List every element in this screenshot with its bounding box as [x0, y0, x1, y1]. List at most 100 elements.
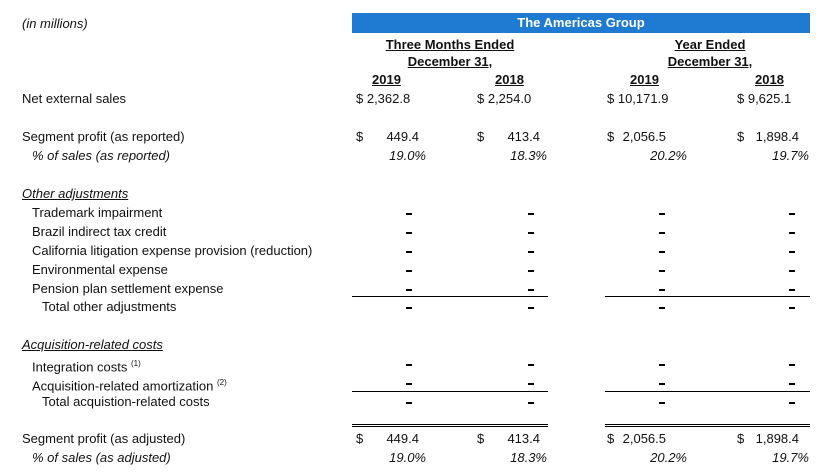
subtotal-rule	[605, 296, 810, 297]
nil-dash	[406, 232, 412, 234]
nil-dash	[789, 364, 795, 366]
year-line1: Year Ended	[674, 37, 746, 52]
nil-dash	[789, 270, 795, 272]
year-col-3: 2019	[630, 72, 659, 87]
pct-reported-value-1: 19.0%	[389, 148, 426, 163]
pct-reported-value-4: 19.7%	[772, 148, 809, 163]
nil-dash	[528, 232, 534, 234]
pct-adjusted-value-1: 19.0%	[389, 450, 426, 465]
footnote-marker: (2)	[217, 378, 227, 387]
segment-profit-adjusted-value-1: 449.4	[386, 431, 419, 446]
nil-dash	[659, 364, 665, 366]
total-other-adjustments-label: Total other adjustments	[42, 299, 177, 314]
subtotal-rule	[605, 391, 810, 392]
currency-symbol: $	[737, 129, 745, 144]
footnote-marker: (1)	[131, 359, 141, 368]
segment-profit-reported-value-3: 2,056.5	[622, 129, 666, 144]
year-line2: December 31,	[667, 54, 753, 69]
total-rule	[605, 426, 810, 427]
nil-dash	[659, 402, 665, 404]
pct-reported-value-3: 20.2%	[650, 148, 687, 163]
subtotal-rule	[352, 391, 548, 392]
acquisition-costs-title: Acquisition-related costs	[22, 337, 163, 352]
acquisition-item-label: Acquisition-related amortization	[32, 378, 214, 394]
segment-profit-reported-label: Segment profit (as reported)	[22, 129, 185, 144]
acquisition-item: Acquisition-related amortization (2)	[32, 375, 227, 394]
segment-profit-adjusted-value-2: 413.4	[507, 431, 540, 446]
year-col-1: 2019	[372, 72, 401, 87]
nil-dash	[659, 289, 665, 291]
nil-dash	[789, 213, 795, 215]
year-col-4: 2018	[755, 72, 784, 87]
nil-dash	[528, 289, 534, 291]
three-months-header: Three Months Ended December 31,	[352, 36, 548, 70]
nil-dash	[528, 383, 534, 385]
nil-dash	[789, 289, 795, 291]
three-months-line1: Three Months Ended	[385, 37, 515, 52]
nil-dash	[789, 251, 795, 253]
net-sales-value-1: $ 2,362.8	[356, 91, 411, 106]
nil-dash	[406, 383, 412, 385]
nil-dash	[659, 270, 665, 272]
nil-dash	[406, 270, 412, 272]
adjustment-item: Environmental expense	[32, 262, 168, 277]
group-banner: The Americas Group	[352, 13, 810, 33]
units-label: (in millions)	[22, 16, 88, 31]
pct-reported-value-2: 18.3%	[510, 148, 547, 163]
nil-dash	[789, 402, 795, 404]
pct-adjusted-value-3: 20.2%	[650, 450, 687, 465]
nil-dash	[406, 307, 412, 309]
nil-dash	[528, 213, 534, 215]
nil-dash	[659, 307, 665, 309]
nil-dash	[528, 364, 534, 366]
segment-profit-adjusted-value-4: 1,898.4	[755, 431, 799, 446]
three-months-line2: December 31,	[407, 54, 493, 69]
currency-symbol: $	[477, 431, 485, 446]
other-adjustments-title: Other adjustments	[22, 186, 129, 201]
currency-symbol: $	[607, 431, 615, 446]
acquisition-item: Integration costs (1)	[32, 356, 141, 375]
segment-profit-reported-value-2: 413.4	[507, 129, 540, 144]
segment-profit-adjusted-value-3: 2,056.5	[622, 431, 666, 446]
nil-dash	[528, 307, 534, 309]
adjustment-item: Pension plan settlement expense	[32, 281, 224, 296]
nil-dash	[406, 251, 412, 253]
adjustment-item: California litigation expense provision …	[32, 243, 313, 258]
nil-dash	[659, 232, 665, 234]
nil-dash	[406, 402, 412, 404]
nil-dash	[528, 402, 534, 404]
total-rule	[352, 424, 548, 425]
segment-profit-adjusted-label: Segment profit (as adjusted)	[22, 431, 186, 446]
segment-profit-reported-value-4: 1,898.4	[755, 129, 799, 144]
pct-adjusted-label: % of sales (as adjusted)	[32, 450, 171, 465]
subtotal-rule	[352, 296, 548, 297]
nil-dash	[659, 251, 665, 253]
total-rule	[352, 426, 548, 427]
total-acquisition-costs-label: Total acquistion-related costs	[42, 394, 210, 409]
net-sales-value-3: $ 10,171.9	[607, 91, 669, 106]
nil-dash	[406, 289, 412, 291]
currency-symbol: $	[477, 129, 485, 144]
segment-profit-reported-value-1: 449.4	[386, 129, 419, 144]
nil-dash	[406, 213, 412, 215]
total-rule	[605, 424, 810, 425]
nil-dash	[659, 383, 665, 385]
nil-dash	[528, 251, 534, 253]
acquisition-item-label: Integration costs	[32, 359, 128, 375]
adjustment-item: Trademark impairment	[32, 205, 163, 220]
pct-reported-label: % of sales (as reported)	[32, 148, 171, 163]
net-sales-value-2: $ 2,254.0	[477, 91, 532, 106]
currency-symbol: $	[356, 431, 364, 446]
nil-dash	[528, 270, 534, 272]
net-sales-label: Net external sales	[22, 91, 127, 106]
currency-symbol: $	[737, 431, 745, 446]
nil-dash	[789, 307, 795, 309]
year-col-2: 2018	[495, 72, 524, 87]
pct-adjusted-value-4: 19.7%	[772, 450, 809, 465]
pct-adjusted-value-2: 18.3%	[510, 450, 547, 465]
net-sales-value-4: $ 9,625.1	[737, 91, 792, 106]
adjustment-item: Brazil indirect tax credit	[32, 224, 167, 239]
currency-symbol: $	[607, 129, 615, 144]
nil-dash	[789, 383, 795, 385]
nil-dash	[659, 213, 665, 215]
